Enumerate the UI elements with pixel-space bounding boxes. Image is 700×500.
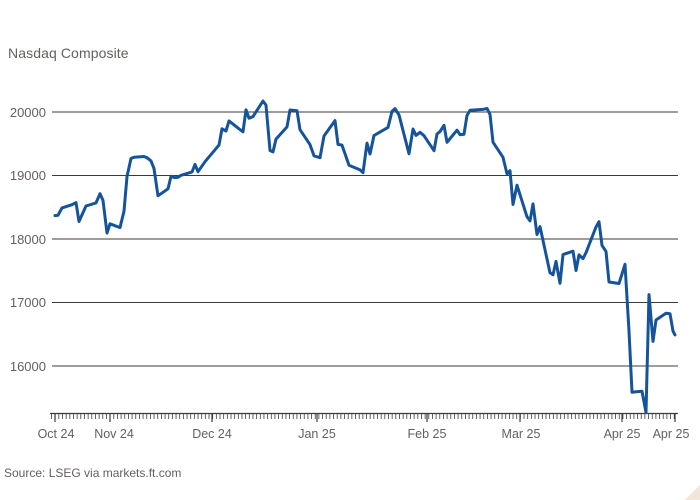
x-axis-label: Dec 24: [192, 427, 232, 441]
y-axis-label: 17000: [9, 295, 46, 310]
price-line: [53, 99, 677, 414]
x-axis-label: Feb 25: [407, 427, 447, 441]
x-axis-label: Apr 25: [652, 427, 690, 441]
y-axis-label: 20000: [9, 104, 46, 120]
y-axis-label: 18000: [9, 231, 46, 247]
x-axis-label: Jan 25: [298, 427, 336, 441]
resize-handle-icon[interactable]: [685, 485, 700, 500]
y-axis-label: 19000: [9, 168, 46, 183]
chart-title: Nasdaq Composite: [8, 45, 129, 61]
x-axis-label: Mar 25: [501, 427, 541, 441]
x-axis-label: Oct 24: [37, 427, 75, 441]
x-axis-label: Apr 25: [603, 427, 641, 441]
source-label: Source: LSEG via markets.ft.com: [4, 466, 182, 480]
y-axis-label: 16000: [9, 358, 46, 374]
x-axis-label: Nov 24: [94, 427, 134, 441]
